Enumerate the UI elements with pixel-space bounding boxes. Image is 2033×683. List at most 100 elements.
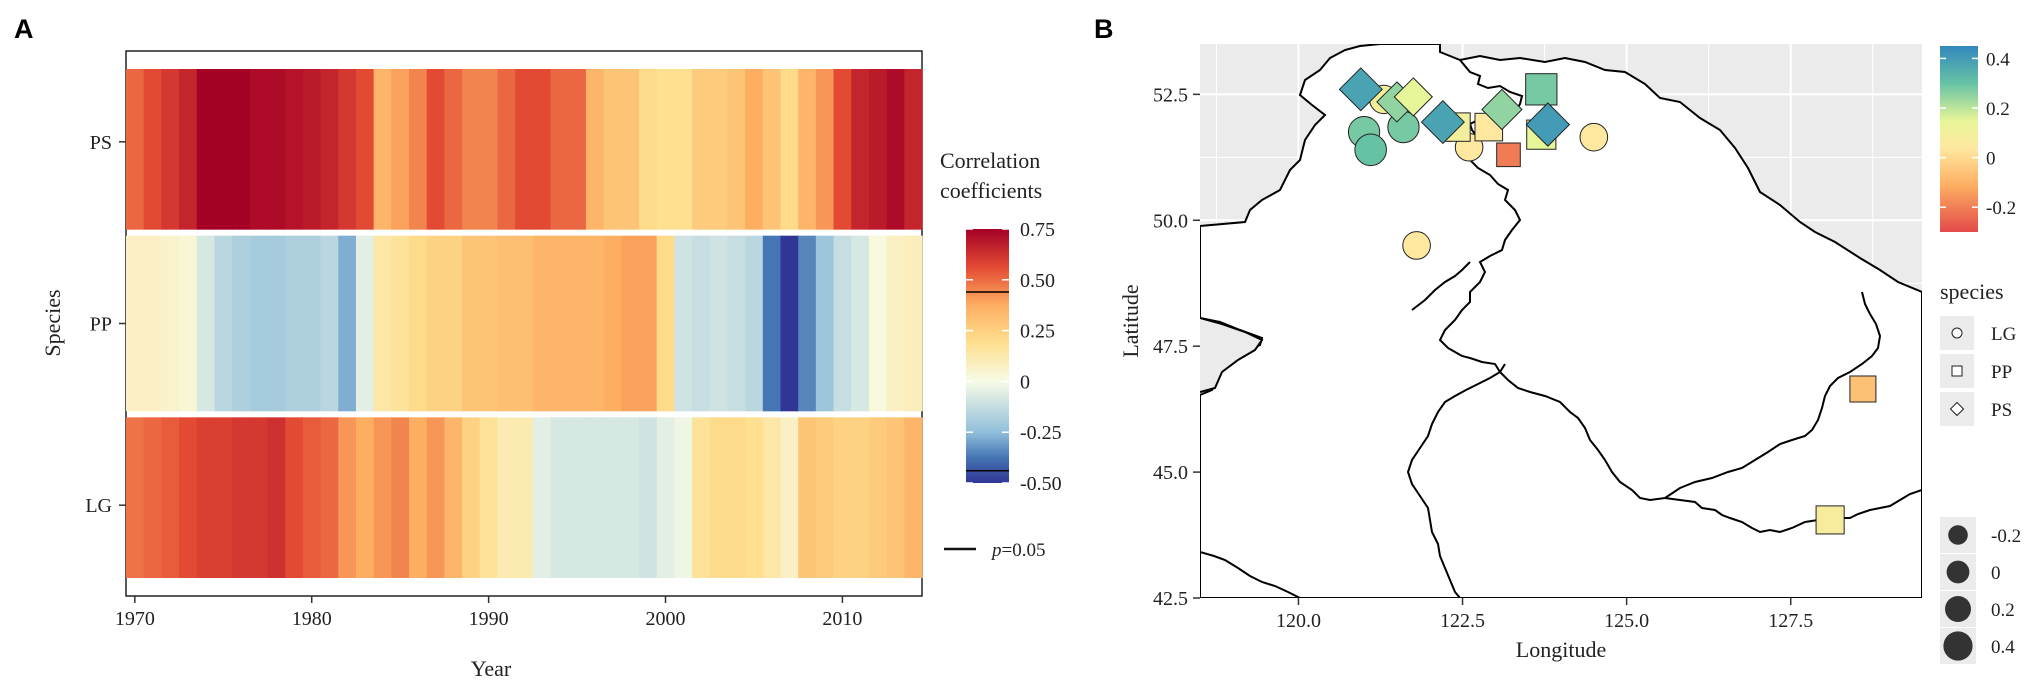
map-point-PS	[1481, 88, 1523, 131]
shape-legend-key-PP	[1951, 365, 1963, 377]
heatmap-cell-LG-1981	[320, 417, 339, 578]
heatmap-cell-PP-1995	[568, 235, 587, 412]
size-legend-label: -0.2	[1991, 526, 2021, 547]
heatmap-x-tick-label: 1980	[292, 608, 332, 630]
map-panel	[1200, 44, 1922, 598]
heatmap-cell-PP-1999	[638, 235, 658, 412]
shape-legend-label: PS	[1991, 400, 2012, 421]
colorbar-tick-label: 0.25	[1020, 321, 1055, 343]
map-point-PP	[1849, 375, 1877, 403]
map-y-axis: 42.5 45.0 47.5 50.0 52.5	[1153, 84, 1200, 610]
heatmap-y-tick-label: LG	[85, 495, 112, 517]
map-color-legend-ticks: 0.4 0.2 0 -0.2	[1940, 49, 2016, 219]
heatmap-cell-LG-2014	[904, 417, 923, 578]
heatmap-cell-PP-2010	[833, 235, 852, 412]
map-color-legend-tick-label: -0.2	[1986, 198, 2016, 219]
shape-legend-label: PP	[1991, 362, 2012, 383]
map-x-tick-label: 120.0	[1276, 610, 1321, 632]
heatmap-cell-PS-1984	[373, 69, 392, 230]
heatmap-cell-PS-1970	[126, 69, 145, 230]
heatmap-cell-PP-1971	[143, 235, 162, 412]
map-y-tick-label: 45.0	[1153, 462, 1188, 484]
panel-b-letter: B	[1094, 14, 1114, 44]
heatmap-cell-PP-1996	[585, 235, 605, 412]
heatmap-cell-PS-1986	[409, 69, 428, 230]
heatmap-cell-PP-2011	[851, 235, 870, 412]
size-legend-key-circle	[1943, 631, 1973, 661]
size-legend-key-circle	[1946, 560, 1970, 584]
heatmap-cell-PP-2008	[798, 235, 817, 412]
map-points	[1338, 67, 1877, 535]
heatmap-cell-LG-2005	[745, 417, 764, 578]
heatmap-cell-PS-1976	[232, 69, 251, 230]
map-x-tick-label: 125.0	[1604, 610, 1649, 632]
heatmap-cell-LG-1989	[462, 417, 481, 578]
heatmap-cell-PP-2007	[780, 235, 799, 412]
heatmap-cell-LG-1972	[161, 417, 180, 578]
heatmap-cell-PS-2003	[709, 69, 729, 230]
map-y-tick-label: 50.0	[1153, 210, 1188, 232]
map-point-PS	[1525, 102, 1571, 147]
map-x-tick-label: 122.5	[1440, 610, 1485, 632]
heatmap-cell-PS-2005	[745, 69, 764, 230]
heatmap-cell-LG-1995	[568, 417, 587, 578]
heatmap-cell-PP-1993	[532, 235, 552, 412]
heatmap-cell-LG-1999	[638, 417, 658, 578]
heatmap-cell-PP-1977	[249, 235, 269, 412]
map-point-PP	[1496, 142, 1521, 168]
heatmap-cell-PP-2003	[709, 235, 729, 412]
colorbar-ticks: 0.75 0.50 0.25 0 -0.25 -0.50	[966, 219, 1062, 495]
heatmap-cell-LG-1983	[355, 417, 375, 578]
map-y-tick-label: 47.5	[1153, 336, 1188, 358]
heatmap-cell-PP-1988	[444, 235, 463, 412]
heatmap-x-tick-label: 2010	[822, 608, 862, 630]
heatmap-cell-PS-1973	[179, 69, 198, 230]
colorbar-tick-label: 0.50	[1020, 270, 1055, 292]
heatmap-cell-LG-2003	[709, 417, 729, 578]
heatmap-cell-PP-2001	[674, 235, 693, 412]
heatmap-cell-PS-1979	[285, 69, 304, 230]
heatmap-cell-PS-1982	[338, 69, 357, 230]
map-point-PS	[1338, 67, 1383, 112]
heatmap-cell-PS-1977	[249, 69, 269, 230]
significance-key-label: p=0.05	[990, 540, 1045, 561]
shape-legend-key-PS	[1949, 401, 1965, 417]
heatmap-y-title: Species	[40, 289, 65, 356]
heatmap-cell-PS-1985	[391, 69, 410, 230]
map-province-border-3	[1406, 363, 1506, 598]
heatmap-cell-PP-1973	[179, 235, 198, 412]
heatmap-cell-PS-1998	[621, 69, 640, 230]
map-point-LG	[1579, 122, 1609, 152]
heatmap-cell-PP-1974	[196, 235, 216, 412]
heatmap-cell-PS-1996	[585, 69, 605, 230]
heatmap-cell-PP-1997	[603, 235, 622, 412]
heatmap-cell-PS-2010	[833, 69, 852, 230]
colorbar-tick-label: 0.75	[1020, 219, 1055, 241]
heatmap-cell-PS-1995	[568, 69, 587, 230]
heatmap-cell-PS-1971	[143, 69, 162, 230]
heatmap-cell-PS-1972	[161, 69, 180, 230]
size-legend-key-circle	[1948, 525, 1968, 545]
heatmap-x-tick-label: 1990	[469, 608, 509, 630]
heatmap-cell-LG-2004	[727, 417, 746, 578]
heatmap-cell-LG-2001	[674, 417, 693, 578]
map-land-polygon	[1200, 44, 1922, 598]
heatmap-cell-LG-2013	[886, 417, 905, 578]
heatmap-cell-LG-1996	[585, 417, 605, 578]
heatmap-cell-PS-1975	[214, 69, 233, 230]
heatmap-cell-PS-2009	[815, 69, 835, 230]
heatmap-cell-PS-1991	[497, 69, 516, 230]
shape-legend-key-LG	[1951, 327, 1963, 339]
colorbar-tick-label: -0.25	[1020, 422, 1062, 444]
map-color-legend-tick-label: 0	[1986, 149, 1996, 170]
heatmap-cell-PS-2000	[656, 69, 675, 230]
heatmap-cell-LG-1973	[179, 417, 198, 578]
shape-legend-title: species	[1940, 279, 2004, 304]
heatmap-cell-PP-2002	[692, 235, 711, 412]
heatmap-x-tick-label: 1970	[115, 608, 155, 630]
heatmap-cell-PP-2000	[656, 235, 675, 412]
heatmap-cell-LG-1974	[196, 417, 216, 578]
size-legend-label: 0.4	[1991, 637, 2015, 658]
heatmap-cell-LG-1987	[426, 417, 445, 578]
heatmap-cell-PP-1998	[621, 235, 640, 412]
